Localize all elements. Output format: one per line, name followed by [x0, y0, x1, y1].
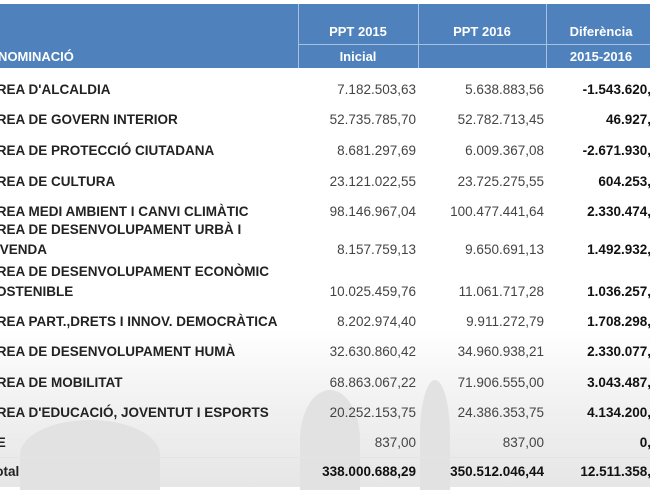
- ppt2015-value: 8.157.759,13: [337, 242, 416, 257]
- difference-value: -1.543.620,07: [582, 82, 650, 97]
- ppt2016-value: 52.782.713,45: [457, 112, 544, 127]
- row-name: ÀREA DE GOVERN INTERIOR: [0, 112, 178, 127]
- ppt2016-value: 9.650.691,13: [465, 242, 544, 257]
- row-name: ÀREA DE DESENVOLUPAMENT ECONÒMIC: [0, 264, 270, 279]
- ppt2015-value: 20.252.153,75: [329, 405, 416, 420]
- ppt2015-value: 23.121.022,55: [329, 174, 416, 189]
- header-period: 2015-2016: [569, 49, 633, 64]
- difference-value: 2.330.474,60: [587, 204, 650, 219]
- difference-value: 1.708.298,39: [587, 314, 650, 329]
- ppt2016-value: 837,00: [502, 435, 544, 450]
- ppt2015-value: 8.202.974,40: [337, 314, 416, 329]
- ppt2016-value: 6.009.367,08: [465, 143, 544, 158]
- ppt2016-value: 100.477.441,64: [450, 204, 544, 219]
- ppt2016-value: 71.906.555,00: [457, 375, 544, 390]
- ppt2015-value: 98.146.967,04: [329, 204, 416, 219]
- ppt2016-value: 23.725.275,55: [457, 174, 544, 189]
- ppt2015-value: 7.182.503,63: [337, 82, 416, 97]
- header-inicial: Inicial: [339, 49, 377, 64]
- row-name: ÀREA D'EDUCACIÓ, JOVENTUT I ESPORTS: [0, 405, 269, 420]
- table-header: DENOMINACIÓ PPT 2015 Inicial PPT 2016 Di…: [0, 4, 650, 68]
- ppt2015-value: 32.630.860,42: [329, 344, 416, 359]
- ppt2016-value: 34.960.938,21: [457, 344, 544, 359]
- total-label: Total: [0, 464, 20, 479]
- background-building-image: [0, 330, 650, 490]
- ppt2016-value: 9.911.272,79: [466, 314, 544, 329]
- difference-value: 1.036.257,52: [587, 284, 650, 299]
- header-diferencia: Diferència: [569, 23, 633, 39]
- difference-value: 46.927,75: [605, 112, 650, 127]
- row-name: ÀREA PART.,DRETS I INNOV. DEMOCRÀTICA: [0, 314, 278, 329]
- ppt2015-value: 837,00: [374, 435, 416, 450]
- difference-value: 1.492.932,00: [587, 242, 650, 257]
- ppt2015-value: 10.025.459,76: [329, 284, 416, 299]
- difference-value: 3.043.487,78: [587, 375, 650, 390]
- row-name: ÀREA DE PROTECCIÓ CIUTADANA: [0, 143, 215, 158]
- row-name-continued: VIVENDA: [0, 242, 48, 257]
- row-name: ÀREA DE MOBILITAT: [0, 375, 123, 390]
- row-name: ÀREA DE DESENVOLUPAMENT URBÀ I: [0, 222, 242, 237]
- difference-value: 4.134.200,00: [587, 405, 650, 420]
- ppt2016-value: 5.638.883,56: [465, 82, 544, 97]
- total-ppt2015: 338.000.688,29: [322, 464, 416, 479]
- total-ppt2016: 350.512.046,44: [450, 464, 544, 479]
- ppt2016-value: 11.061.717,28: [458, 284, 544, 299]
- difference-value: -2.671.930,61: [582, 143, 650, 158]
- row-name: ÀREA MEDI AMBIENT I CANVI CLIMÀTIC: [0, 204, 249, 219]
- difference-value: 0,00: [639, 435, 650, 450]
- row-name: DE: [0, 435, 6, 450]
- ppt2016-value: 24.386.353,75: [457, 405, 544, 420]
- ppt2015-value: 52.735.785,70: [329, 112, 416, 127]
- difference-value: 2.330.077,79: [587, 344, 650, 359]
- total-difference: 12.511.358,15: [580, 464, 650, 479]
- total-divider: [0, 457, 650, 458]
- row-name: ÀREA DE DESENVOLUPAMENT HUMÀ: [0, 344, 236, 359]
- header-ppt2016: PPT 2016: [453, 23, 511, 39]
- ppt2015-value: 8.681.297,69: [337, 143, 416, 158]
- row-name: ÀREA DE CULTURA: [0, 174, 116, 189]
- row-name-continued: SOSTENIBLE: [0, 284, 74, 299]
- ppt2015-value: 68.863.067,22: [329, 375, 416, 390]
- header-ppt2015: PPT 2015: [329, 23, 387, 39]
- row-name: ÀREA D'ALCALDIA: [0, 82, 111, 97]
- header-denominacio: DENOMINACIÓ: [0, 48, 74, 64]
- difference-value: 604.253,00: [598, 174, 650, 189]
